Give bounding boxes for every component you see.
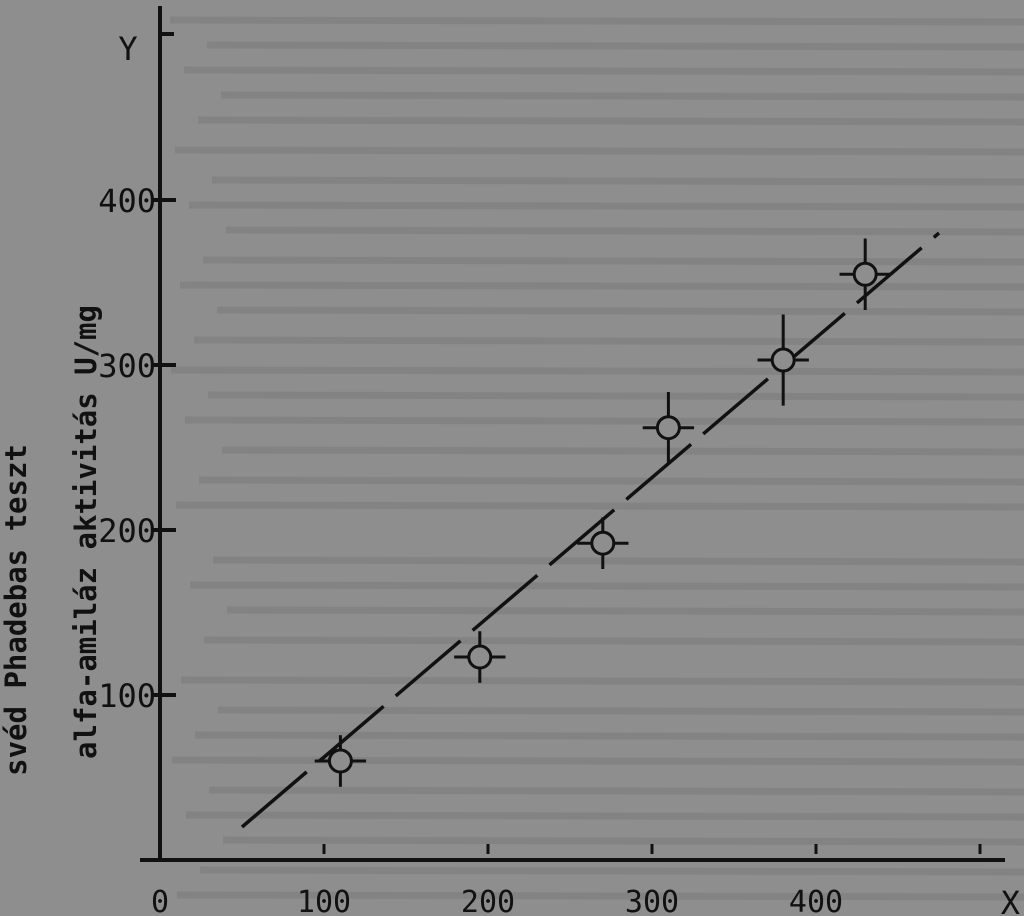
y-tick-label: 100	[98, 677, 156, 715]
background-line	[194, 731, 1024, 741]
data-point	[314, 735, 367, 787]
point-marker	[327, 748, 353, 774]
background-line	[221, 446, 1024, 456]
point-marker	[770, 347, 796, 373]
background-line	[188, 201, 1024, 211]
y-axis-label-line2: alfa-amiláz aktivitás U/mg	[69, 305, 103, 759]
background-line	[176, 891, 1024, 901]
x-ticks	[322, 844, 982, 854]
background-line	[225, 226, 1024, 236]
background-line	[198, 476, 1024, 486]
background-line	[211, 176, 1024, 186]
y-tick-label: 400	[98, 182, 156, 220]
y-tick-label: 200	[98, 512, 156, 550]
point-marker	[590, 530, 616, 556]
background-line	[202, 256, 1024, 266]
background-line	[226, 606, 1024, 616]
background-line	[171, 756, 1024, 766]
point-marker	[852, 261, 878, 287]
background-line	[179, 281, 1024, 291]
background-line	[220, 91, 1024, 101]
background-line	[216, 306, 1024, 316]
background-page-texture	[169, 16, 1024, 901]
x-tick-labels: 0 100 200 300 400	[151, 885, 843, 916]
y-ticks	[152, 32, 176, 697]
background-line	[169, 16, 1024, 26]
point-marker	[655, 415, 681, 441]
background-line	[203, 636, 1024, 646]
background-line	[180, 676, 1024, 686]
background-line	[174, 146, 1024, 156]
y-axis-letter: Y	[118, 30, 137, 68]
point-marker	[467, 644, 493, 670]
background-line	[222, 836, 1024, 846]
background-line	[185, 811, 1024, 821]
background-line	[206, 41, 1024, 51]
x-axis-letter: X	[1001, 884, 1020, 916]
data-point	[577, 517, 629, 569]
background-line	[175, 501, 1024, 511]
background-line	[170, 366, 1024, 376]
x-tick-label: 300	[625, 885, 679, 916]
background-line	[207, 391, 1024, 401]
background-line	[212, 556, 1024, 566]
background-line	[197, 116, 1024, 126]
x-tick-label: 100	[297, 885, 351, 916]
background-line	[189, 581, 1024, 591]
x-tick-label: 200	[461, 885, 515, 916]
background-line	[183, 66, 1024, 76]
background-line	[208, 786, 1024, 796]
y-tick-labels: 100 200 300 400	[98, 182, 156, 715]
background-line	[199, 866, 1024, 876]
fit-line	[240, 231, 941, 829]
background-line	[217, 706, 1024, 716]
y-axis-label-line1: svéd Phadebas teszt	[0, 444, 33, 776]
data-point	[757, 314, 809, 406]
x-tick-label: 0	[151, 885, 169, 916]
y-tick-label: 300	[98, 347, 156, 385]
data-point	[454, 631, 506, 683]
data-point	[642, 392, 695, 464]
x-tick-label: 400	[789, 885, 843, 916]
background-line	[184, 416, 1024, 426]
background-line	[193, 336, 1024, 346]
data-point	[839, 238, 891, 310]
data-points	[314, 238, 891, 787]
